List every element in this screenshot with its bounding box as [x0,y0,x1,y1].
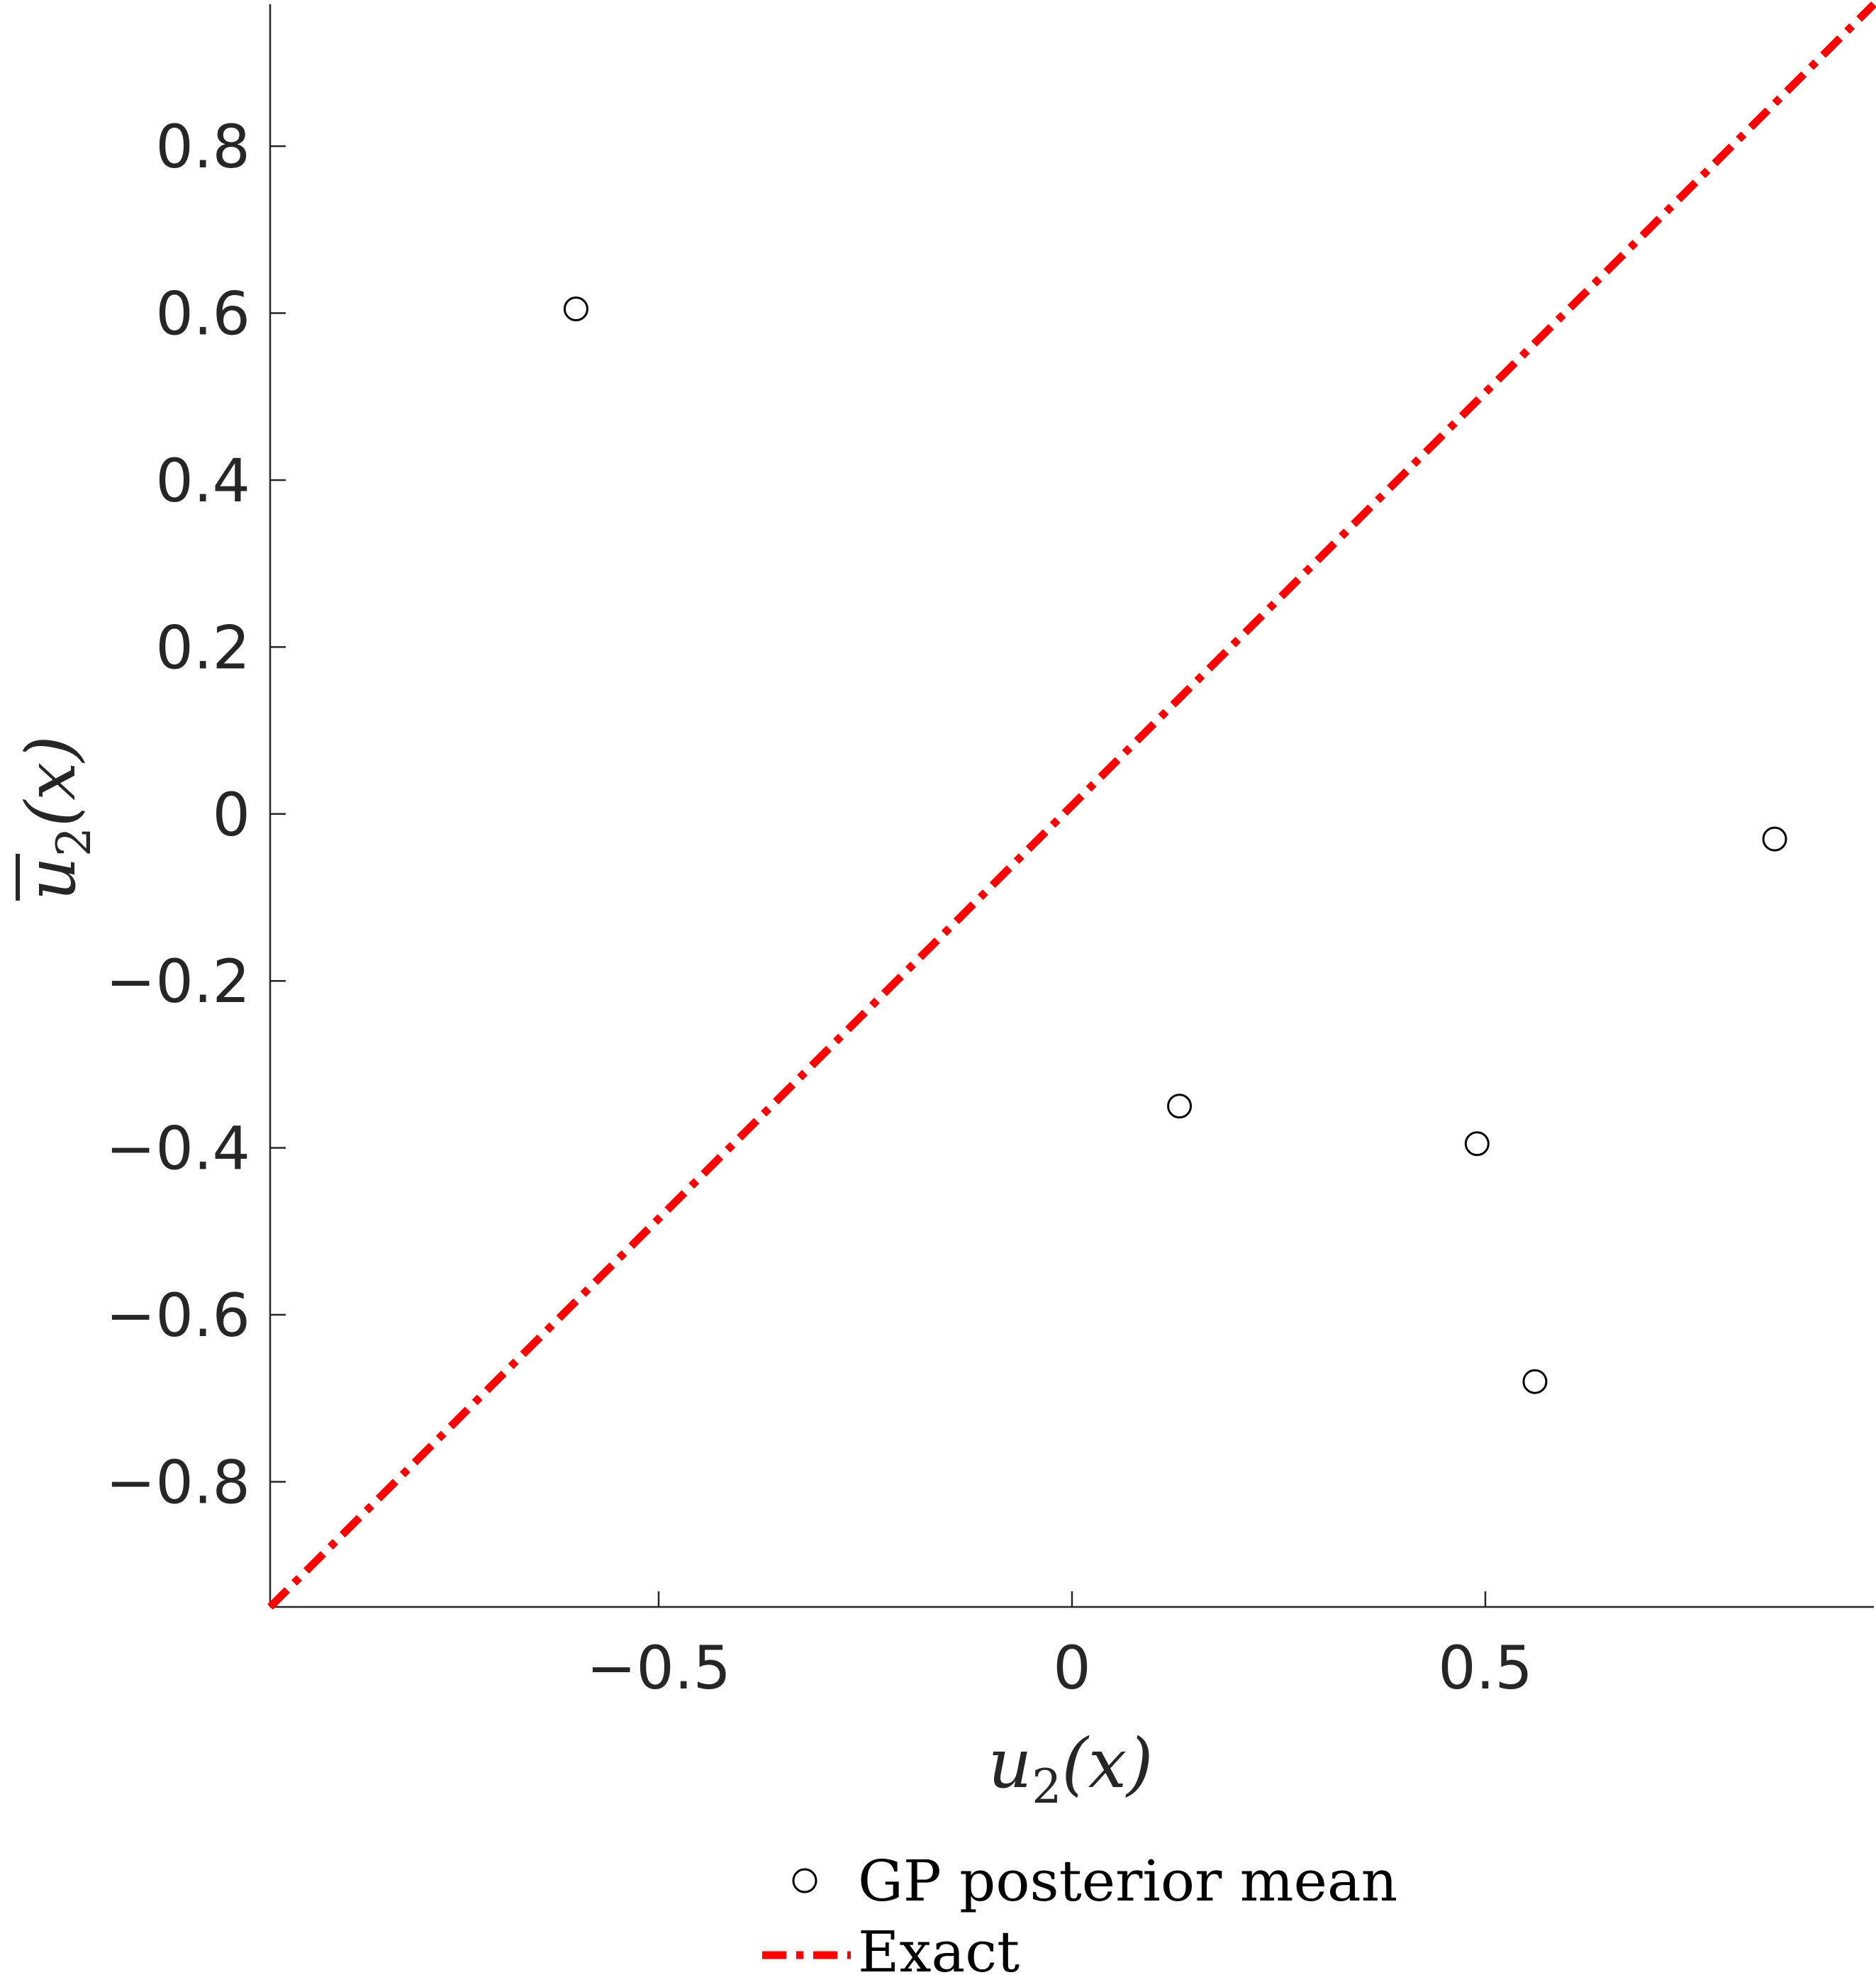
legend-label-exact: Exact [858,1919,1020,1975]
scatter-point [563,296,588,322]
exact-line [267,1,1876,1610]
legend: GP posterior mean Exact [762,1848,1397,1975]
x-tick-label: 0 [1053,1633,1090,1703]
scatter-point [1762,826,1787,852]
y-tick-label: 0 [213,780,250,850]
y-tick-label: −0.8 [106,1447,250,1517]
x-axis-label-arg: (x) [1061,1724,1153,1803]
y-tick-label: −0.4 [106,1114,250,1184]
y-axis-label: u2(x) [11,735,101,901]
legend-marker-gp-posterior-mean [792,1868,817,1893]
scatter-point [1522,1369,1548,1394]
x-axis-ticks: −0.5 0 0.5 [586,1591,1533,1703]
x-tick-label: −0.5 [586,1633,731,1703]
y-tick-label: −0.2 [106,947,250,1016]
scatter-point [1464,1131,1490,1157]
scatter-point [1167,1094,1193,1119]
y-tick-label: −0.6 [106,1281,250,1350]
y-tick-label: 0.2 [155,613,250,682]
x-axis-label-sub: 2 [1032,1759,1061,1814]
y-tick-label: 0.8 [155,112,250,182]
y-axis-ticks: −0.8 −0.6 −0.4 −0.2 0 0.2 0.4 0.6 0.8 [106,112,286,1517]
y-tick-label: 0.4 [155,446,250,516]
y-axis-label-sub: 2 [47,827,101,857]
x-axis-label-main: u [988,1724,1032,1803]
y-tick-label: 0.6 [155,279,250,349]
exact-series [267,1,1876,1610]
gp-posterior-mean-series [563,296,1787,1394]
y-axis-label-main: u [11,857,91,901]
x-axis-label: u2(x) [988,1724,1154,1814]
y-axis-label-arg: (x) [11,735,91,827]
x-tick-label: 0.5 [1438,1633,1533,1703]
legend-label-gp-posterior-mean: GP posterior mean [858,1848,1397,1914]
